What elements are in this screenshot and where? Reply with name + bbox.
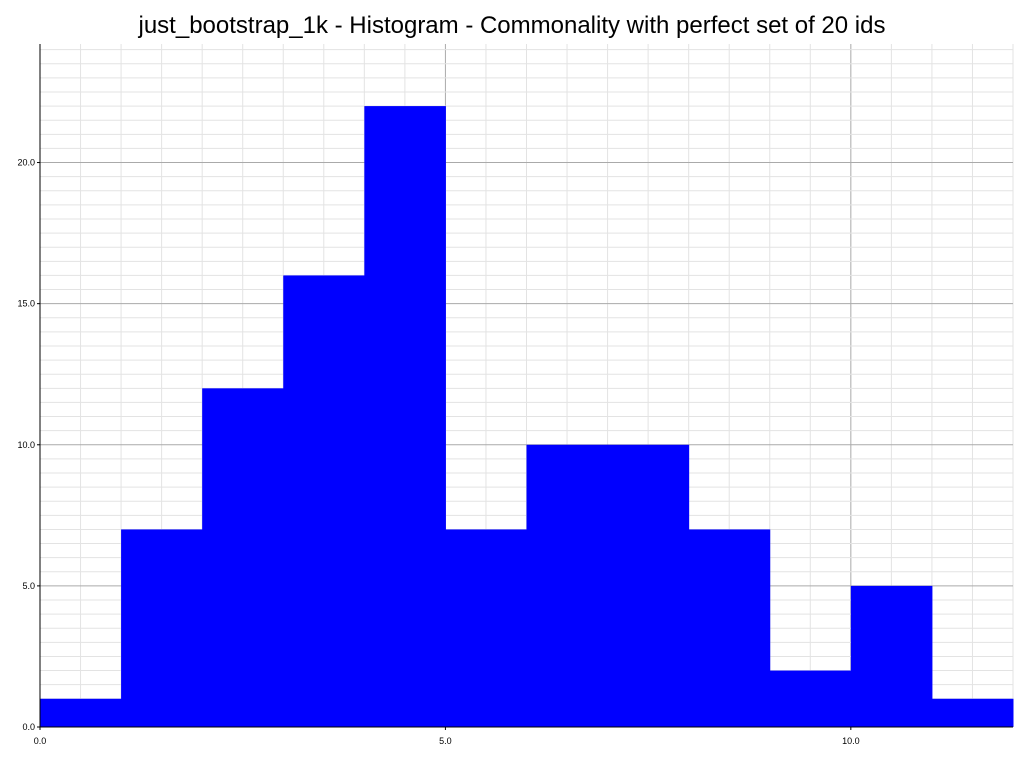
y-tick-label: 10.0	[17, 440, 35, 450]
histogram-bar	[526, 444, 609, 727]
histogram-bar	[121, 529, 203, 727]
histogram-bar	[202, 388, 284, 727]
chart-title: just_bootstrap_1k - Histogram - Commonal…	[138, 12, 886, 39]
histogram-bar	[607, 444, 690, 727]
bars	[40, 106, 1014, 727]
histogram-bar	[40, 698, 122, 727]
histogram-bar	[931, 698, 1014, 727]
histogram-bar	[850, 585, 933, 727]
histogram-bar	[283, 275, 365, 727]
x-tick-label: 10.0	[842, 736, 860, 746]
histogram-bar	[769, 670, 852, 727]
x-tick-label: 5.0	[439, 736, 452, 746]
x-tick-label: 0.0	[34, 736, 47, 746]
histogram-bar	[364, 106, 446, 727]
y-tick-label: 20.0	[17, 158, 35, 168]
histogram-bar	[688, 529, 771, 727]
y-tick-label: 5.0	[22, 581, 35, 591]
y-tick-label: 0.0	[22, 722, 35, 732]
histogram-bar	[445, 529, 527, 727]
y-tick-label: 15.0	[17, 299, 35, 309]
